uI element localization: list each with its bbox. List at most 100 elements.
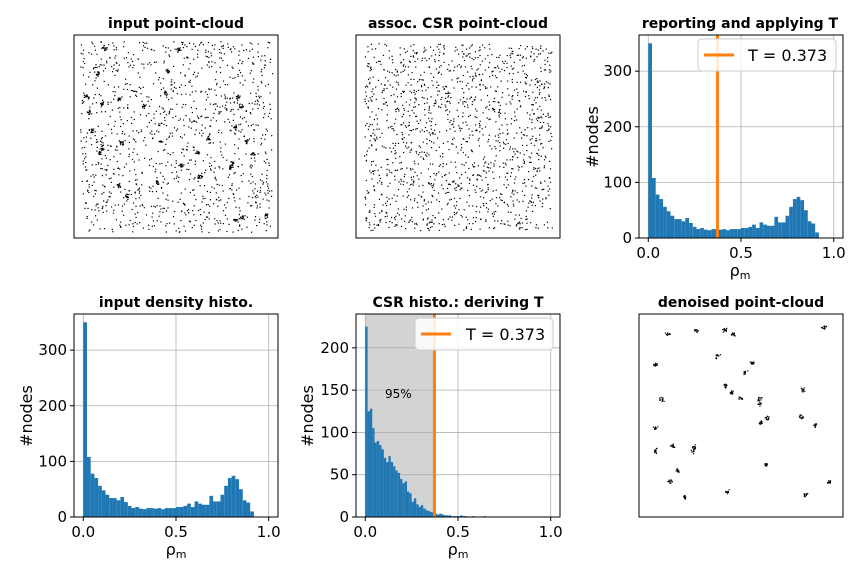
point <box>503 202 505 204</box>
point <box>413 160 415 162</box>
point <box>480 206 482 208</box>
point <box>525 91 527 93</box>
point <box>368 147 370 149</box>
point <box>222 47 224 49</box>
point <box>122 175 124 177</box>
point <box>177 48 180 50</box>
point <box>499 133 501 135</box>
point <box>237 94 239 96</box>
point <box>534 167 537 170</box>
point <box>677 469 679 471</box>
point <box>489 118 491 120</box>
point <box>257 100 259 103</box>
point <box>189 79 191 81</box>
point <box>422 184 424 186</box>
point <box>95 73 97 75</box>
histogram-bar <box>770 225 775 238</box>
point <box>389 220 391 223</box>
point <box>369 211 371 213</box>
point <box>385 202 387 204</box>
point <box>91 128 93 130</box>
point <box>431 132 433 134</box>
point <box>381 181 383 184</box>
histogram-bar <box>434 513 438 517</box>
point <box>123 46 125 48</box>
point <box>427 227 429 230</box>
point <box>220 222 222 224</box>
point <box>184 75 186 77</box>
point <box>547 185 549 187</box>
point <box>266 169 268 171</box>
point <box>764 465 766 467</box>
histogram-bar <box>112 498 117 517</box>
point <box>95 66 97 68</box>
point <box>802 415 804 418</box>
point <box>512 203 515 205</box>
histogram-bar <box>372 428 375 517</box>
point <box>757 400 759 402</box>
point <box>487 167 489 169</box>
point <box>165 70 167 72</box>
point <box>103 64 105 66</box>
histogram-bar <box>420 505 424 517</box>
histogram-bar <box>778 222 782 238</box>
point <box>177 181 179 183</box>
point <box>461 88 463 90</box>
point <box>247 139 249 142</box>
point <box>230 109 232 111</box>
point <box>107 199 109 201</box>
point <box>250 113 252 115</box>
point <box>499 71 501 73</box>
point <box>394 217 396 219</box>
point <box>652 426 655 428</box>
point <box>655 364 657 367</box>
point <box>510 211 512 213</box>
point <box>406 50 408 52</box>
point <box>426 98 428 100</box>
point <box>464 106 466 108</box>
point <box>209 205 211 207</box>
point <box>485 172 487 174</box>
point <box>488 101 490 103</box>
point <box>239 59 241 61</box>
point <box>438 212 440 214</box>
point <box>424 109 426 111</box>
point <box>392 62 394 64</box>
point <box>476 179 479 181</box>
point <box>446 109 448 111</box>
point <box>484 58 486 60</box>
point <box>394 179 396 181</box>
point <box>398 181 400 183</box>
point <box>465 162 467 164</box>
point <box>150 99 152 101</box>
point <box>243 49 245 52</box>
point <box>201 175 203 177</box>
point <box>165 47 167 49</box>
point <box>377 108 380 110</box>
point <box>426 59 428 62</box>
point <box>159 172 162 174</box>
point <box>249 42 251 44</box>
point <box>500 80 502 82</box>
point <box>114 149 116 151</box>
point <box>522 70 524 72</box>
histogram-bar <box>176 506 180 517</box>
point <box>376 138 378 140</box>
point <box>91 184 93 186</box>
point <box>253 138 255 140</box>
point <box>426 138 428 140</box>
point <box>209 191 211 193</box>
point <box>501 200 503 202</box>
point <box>164 117 166 119</box>
point <box>168 110 171 112</box>
point <box>95 190 97 192</box>
point <box>211 61 213 63</box>
point <box>229 167 231 169</box>
point <box>167 152 169 154</box>
point <box>103 200 105 202</box>
point <box>226 218 228 220</box>
point <box>418 122 420 124</box>
point <box>511 192 513 194</box>
point <box>542 202 544 204</box>
point <box>455 146 457 148</box>
